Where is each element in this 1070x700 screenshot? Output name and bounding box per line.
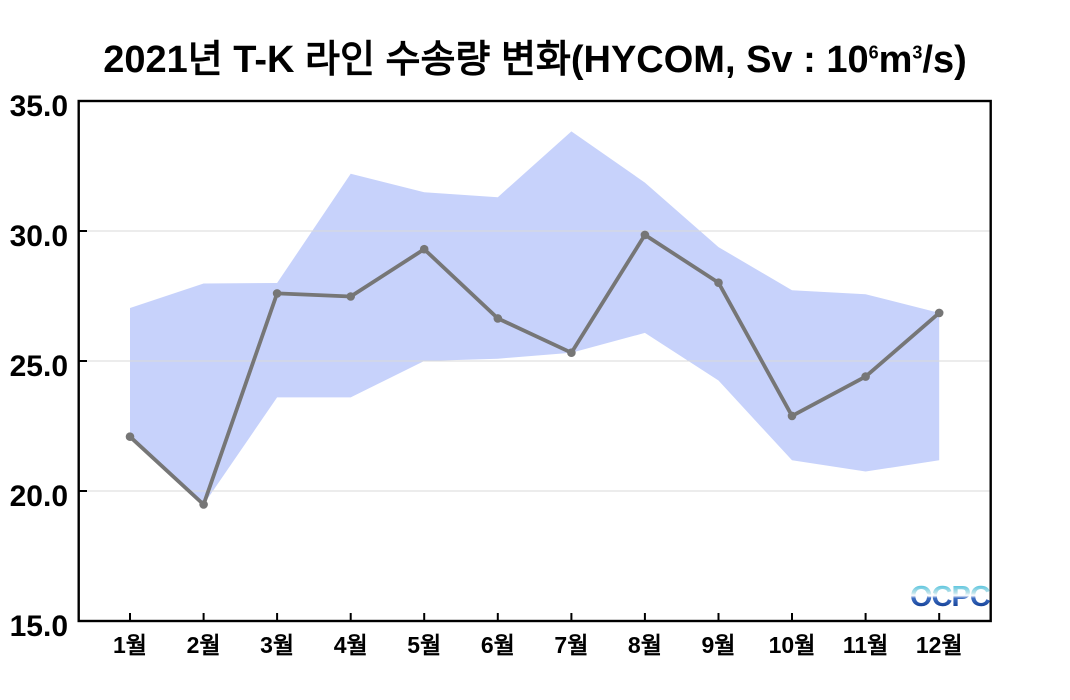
svg-text:OCPC: OCPC <box>910 581 991 613</box>
